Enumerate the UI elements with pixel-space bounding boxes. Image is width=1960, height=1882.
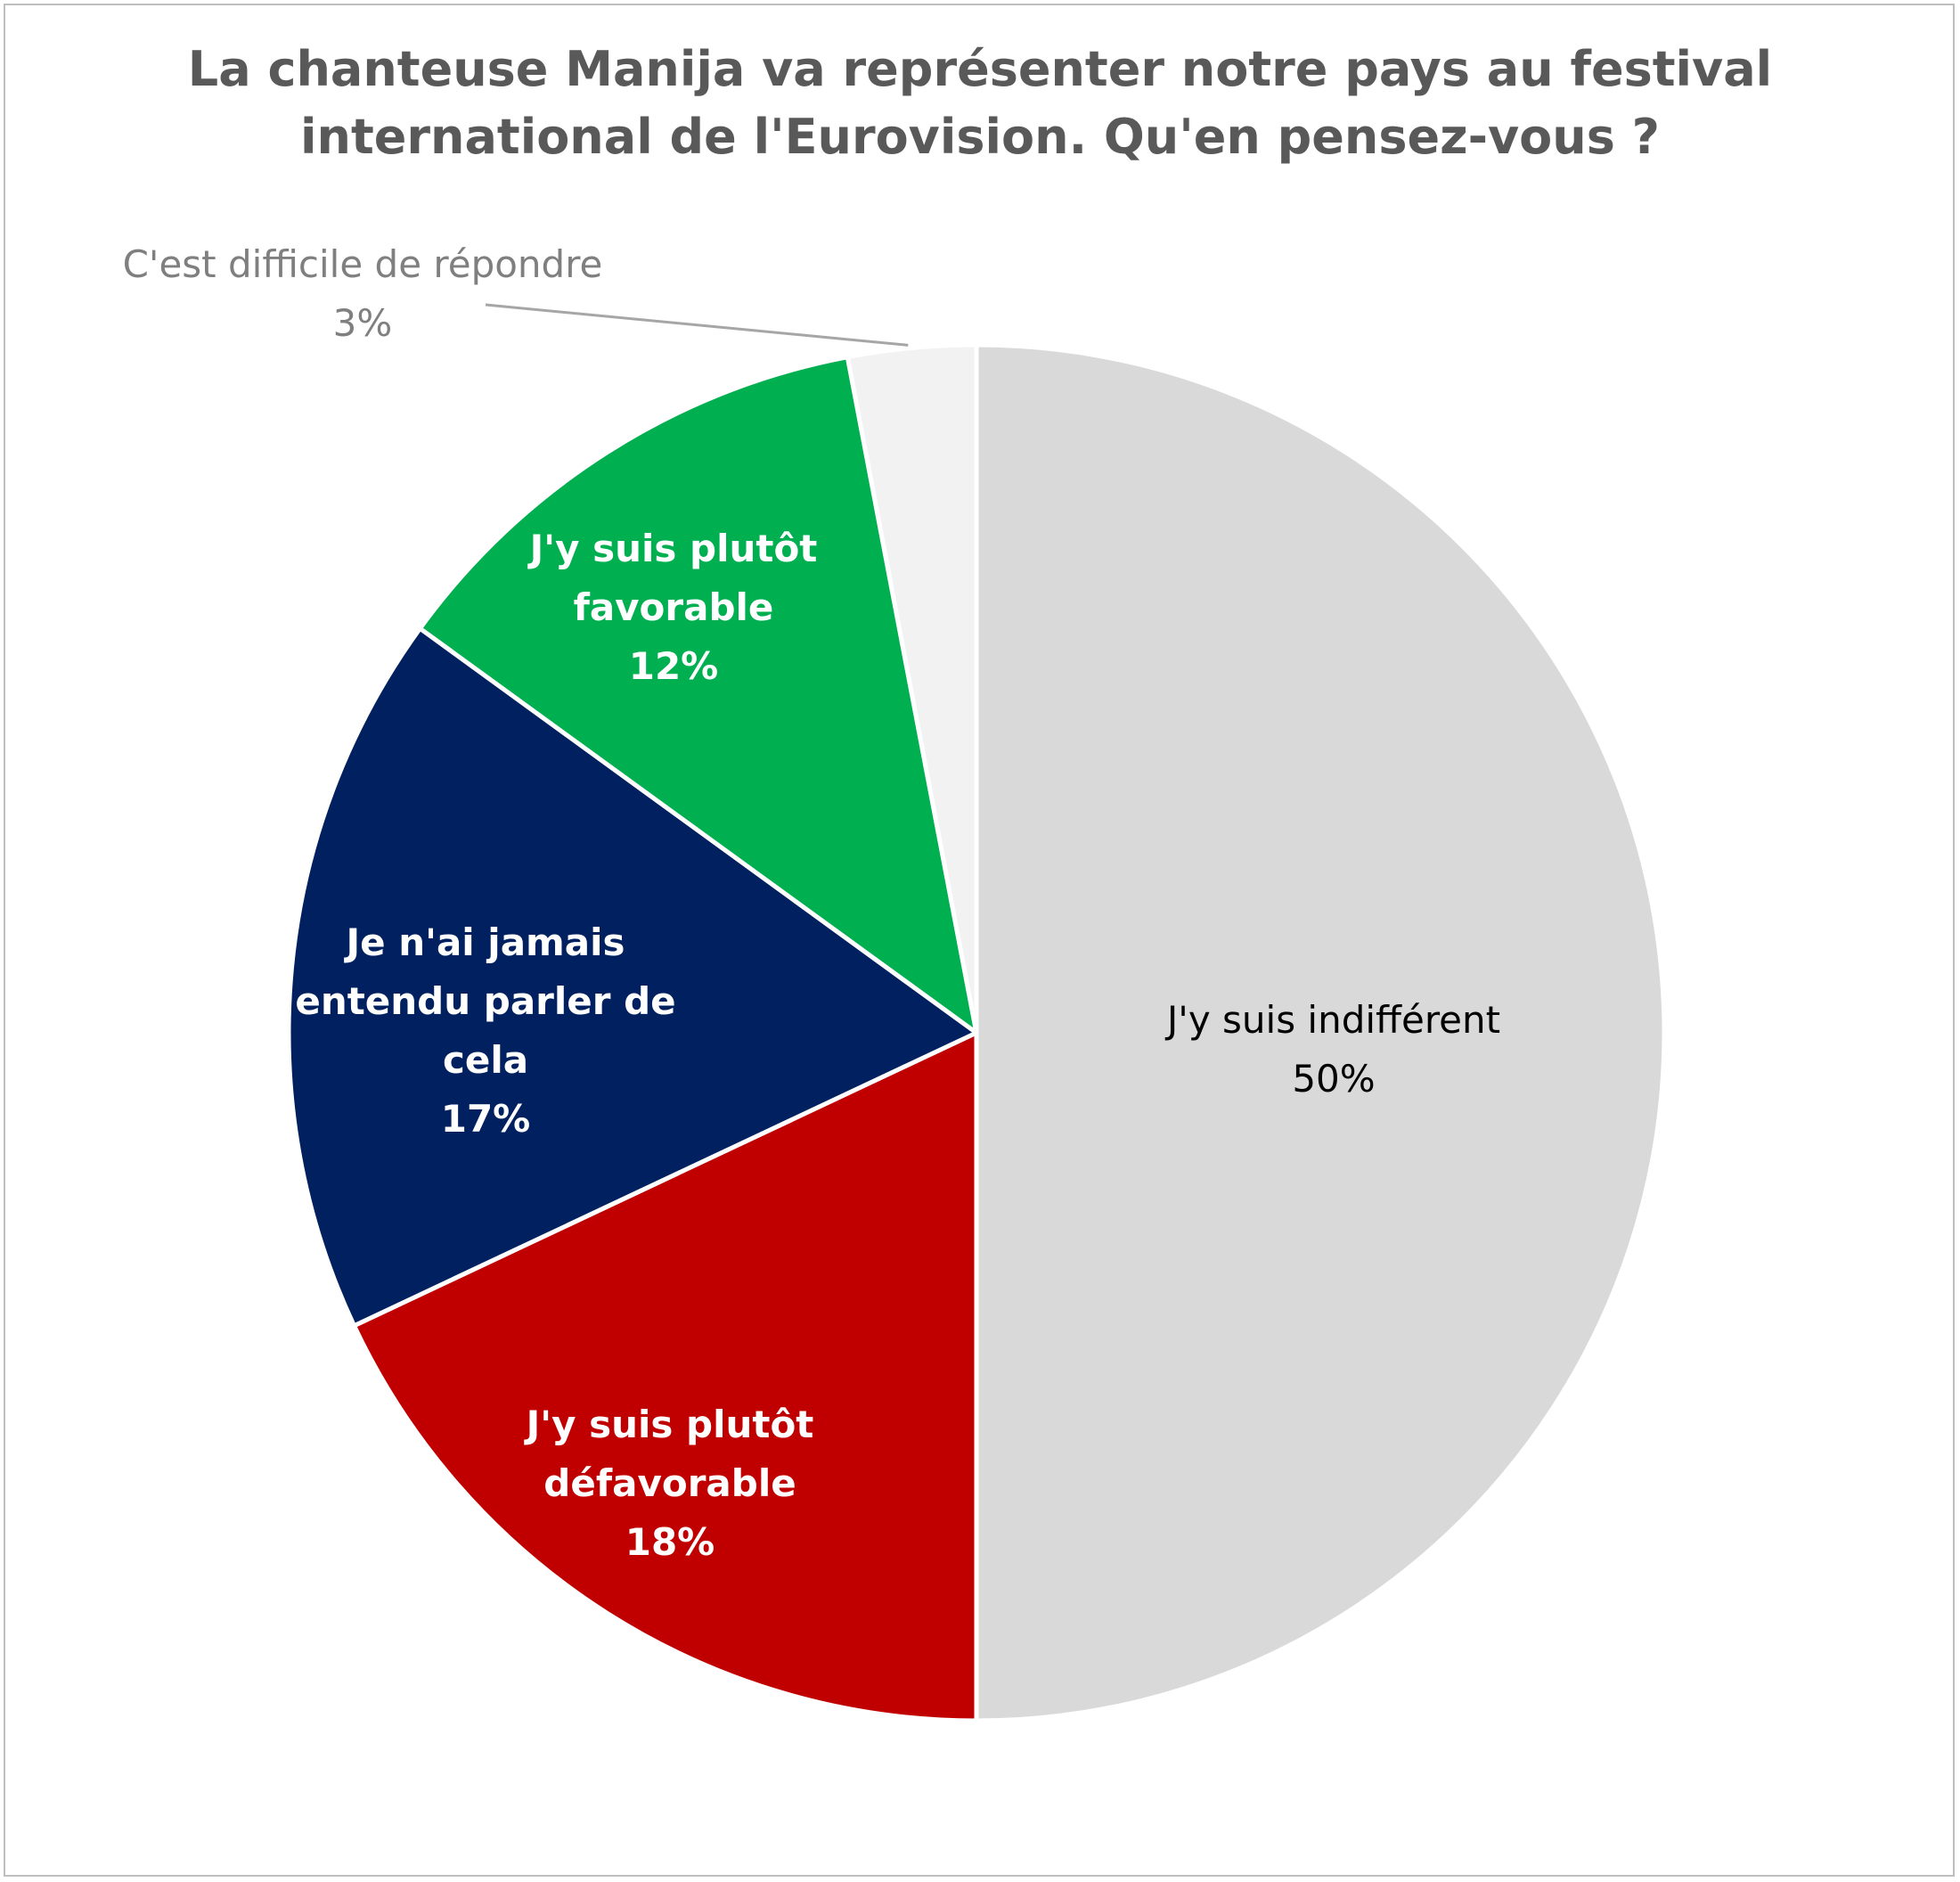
- slice-label-jamais-entendu: Je n'ai jamais entendu parler de cela 17…: [236, 913, 735, 1149]
- chart-title-line-1: La chanteuse Manija va représenter notre…: [187, 41, 1773, 97]
- slice-value-jamais-entendu: 17%: [440, 1097, 531, 1141]
- slice-label-jamais-entendu-line-1: Je n'ai jamais: [346, 921, 625, 964]
- slice-label-indifferent-line-1: J'y suis indifférent: [1166, 998, 1501, 1042]
- slice-label-defavorable-line-1: J'y suis plutôt: [526, 1403, 814, 1446]
- chart-title-line-2: international de l'Eurovision. Qu'en pen…: [299, 109, 1660, 165]
- pie-slice-jamais-entendu: [286, 626, 979, 1329]
- slice-label-defavorable: J'y suis plutôt défavorable 18%: [421, 1395, 919, 1572]
- slice-value-defavorable: 18%: [625, 1520, 715, 1564]
- slice-value-favorable: 12%: [628, 644, 719, 688]
- pie-slice-indifferent: [974, 342, 1667, 1723]
- slice-label-favorable-line-1: J'y suis plutôt: [529, 527, 818, 570]
- slice-label-jamais-entendu-line-3: cela: [442, 1038, 529, 1082]
- slice-label-difficile-line-1: C'est difficile de répondre: [122, 242, 603, 286]
- chart-title: La chanteuse Manija va représenter notre…: [89, 36, 1871, 171]
- slice-value-indifferent: 50%: [1292, 1057, 1376, 1101]
- slice-label-indifferent: J'y suis indifférent 50%: [1084, 991, 1583, 1109]
- pie-slice-difficile: [845, 342, 979, 1035]
- slice-label-defavorable-line-2: défavorable: [543, 1461, 796, 1505]
- slice-label-jamais-entendu-line-2: entendu parler de: [295, 979, 676, 1023]
- slice-label-difficile: C'est difficile de répondre 3%: [113, 235, 612, 353]
- pie-slice-favorable: [417, 355, 979, 1035]
- slice-value-difficile: 3%: [332, 301, 393, 345]
- slice-label-favorable-line-2: favorable: [573, 585, 774, 629]
- leader-line-difficile: [485, 303, 909, 347]
- pie-slice-defavorable: [351, 1030, 979, 1723]
- slice-label-favorable: J'y suis plutôt favorable 12%: [424, 520, 923, 696]
